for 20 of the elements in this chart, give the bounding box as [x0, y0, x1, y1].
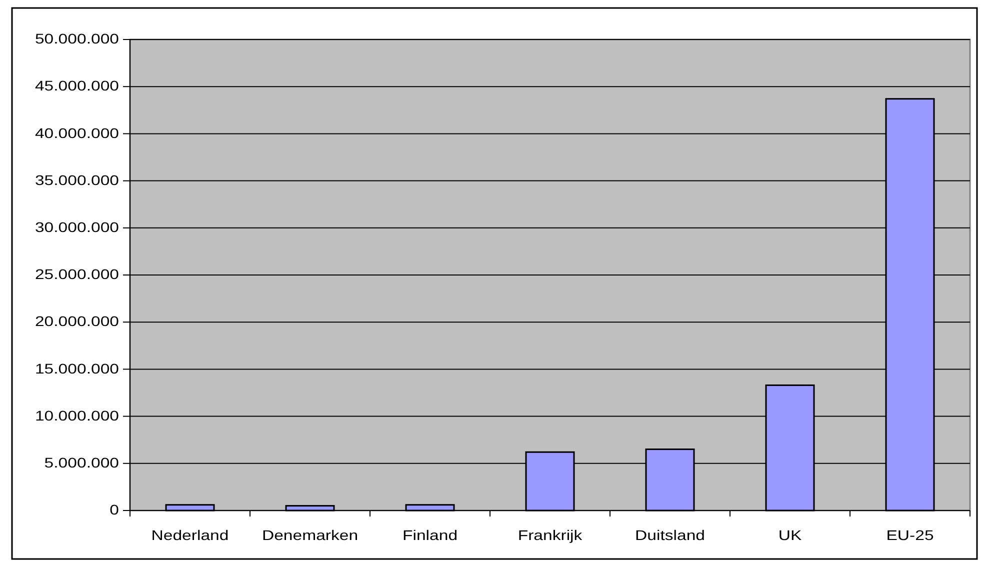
bar — [405, 504, 455, 512]
y-tick-label: 50.000.000 — [34, 32, 119, 48]
y-tick-label: 0 — [110, 502, 119, 518]
x-tick-label: UK — [778, 528, 802, 544]
y-tick-label: 35.000.000 — [34, 173, 119, 188]
bar — [165, 504, 215, 512]
y-tick-label: 40.000.000 — [34, 126, 119, 142]
x-tick-label: Duitsland — [634, 528, 706, 544]
y-tick-label: 45.000.000 — [34, 78, 119, 94]
x-tick-label: Denemarken — [262, 528, 358, 544]
y-tick-label: 30.000.000 — [34, 220, 119, 236]
x-tick-label: Frankrijk — [518, 528, 582, 544]
x-tick-label: Nederland — [151, 528, 229, 544]
y-tick-label: 5.000.000 — [44, 456, 119, 472]
y-tick-label: 20.000.000 — [34, 314, 119, 330]
y-tick-label: 15.000.000 — [34, 362, 119, 377]
x-tick-label: EU-25 — [886, 528, 934, 544]
y-tick-label: 25.000.000 — [34, 267, 119, 283]
x-tick-label: Finland — [402, 528, 458, 544]
y-tick-label: 10.000.000 — [34, 408, 119, 424]
